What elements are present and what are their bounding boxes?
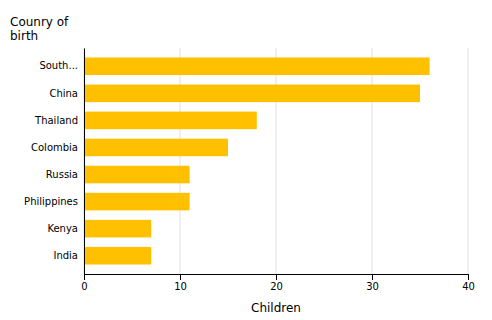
y-tick: Philippines	[24, 196, 84, 207]
x-tick-label: 40	[462, 281, 475, 292]
x-tick: 30	[366, 274, 379, 292]
grid-line	[180, 48, 181, 274]
y-tick: Russia	[46, 169, 84, 180]
x-axis-label: Children	[251, 301, 301, 315]
bar	[84, 220, 151, 238]
y-tick: Thailand	[34, 115, 84, 126]
grid-line	[276, 48, 277, 274]
x-tick-mark	[180, 274, 181, 280]
bar	[84, 193, 190, 211]
x-tick: 20	[270, 274, 283, 292]
bar	[84, 139, 228, 157]
x-tick-label: 10	[174, 281, 187, 292]
chart-container: 0 10 20 30 40 South... China Thailand Colombia Ru…	[0, 0, 492, 320]
x-tick-mark	[372, 274, 373, 280]
grid-line	[468, 48, 469, 274]
y-tick-label: Philippines	[24, 196, 78, 207]
chart-svg: 0 10 20 30 40 South... China Thailand Colombia Ru…	[0, 0, 492, 320]
y-axis: South... China Thailand Colombia Russia Phili…	[24, 49, 84, 275]
grid	[84, 48, 468, 274]
x-tick-mark	[468, 274, 469, 280]
x-tick: 10	[174, 274, 187, 292]
x-tick: 0	[81, 274, 87, 292]
bar	[84, 166, 190, 184]
y-tick: South...	[39, 60, 84, 71]
plot-area: 0 10 20 30 40 South... China Thailand Colombia Ru…	[24, 48, 475, 292]
x-tick-mark	[84, 274, 85, 280]
y-tick-label: China	[49, 88, 78, 99]
bar	[84, 247, 151, 265]
y-tick-label: South...	[39, 60, 78, 71]
y-axis-label: Counry ofbirth	[10, 15, 69, 43]
y-axis-line	[84, 49, 85, 275]
x-axis: 0 10 20 30 40	[81, 274, 475, 292]
y-tick-label: Kenya	[47, 223, 78, 234]
x-tick-label: 0	[81, 281, 87, 292]
x-axis-line	[85, 275, 469, 281]
y-tick-label: Colombia	[31, 142, 78, 153]
x-tick: 40	[462, 274, 475, 292]
grid-line	[84, 48, 85, 274]
y-tick-label: India	[53, 250, 78, 261]
y-tick: Kenya	[47, 223, 84, 234]
bar	[84, 57, 430, 75]
x-tick-label: 30	[366, 281, 379, 292]
y-tick: India	[53, 250, 84, 261]
y-tick-label: Thailand	[34, 115, 78, 126]
bar	[84, 85, 420, 103]
bar	[84, 112, 257, 130]
y-tick-label: Russia	[46, 169, 78, 180]
x-tick-mark	[276, 274, 277, 280]
bars	[84, 57, 430, 264]
x-tick-label: 20	[270, 281, 283, 292]
grid-line	[372, 48, 373, 274]
y-tick: China	[49, 88, 84, 99]
y-tick: Colombia	[31, 142, 84, 153]
